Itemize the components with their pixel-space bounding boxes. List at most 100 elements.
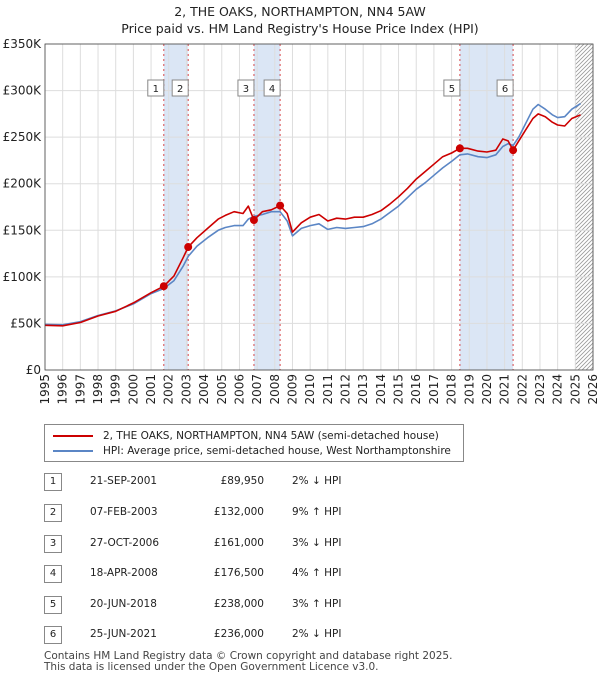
x-tick-label: 2000 bbox=[126, 374, 140, 405]
x-tick-label: 2011 bbox=[321, 374, 335, 405]
sale-label-box bbox=[443, 79, 461, 97]
x-tick-label: 2010 bbox=[303, 374, 317, 405]
x-tick-label: 2005 bbox=[215, 374, 229, 405]
sale-number-badge: 6 bbox=[44, 626, 62, 644]
table-row: 4 18-APR-2008 £176,500 4% ↑ HPI bbox=[44, 565, 464, 583]
table-row: 2 07-FEB-2003 £132,000 9% ↑ HPI bbox=[44, 504, 464, 522]
x-tick-label: 2006 bbox=[232, 374, 246, 405]
sale-hpi-diff: 2% ↓ HPI bbox=[292, 628, 342, 640]
sale-number-badge: 2 bbox=[44, 504, 62, 522]
x-tick-label: 2015 bbox=[392, 374, 406, 405]
x-tick-label: 2007 bbox=[250, 374, 264, 405]
sale-hpi-diff: 9% ↑ HPI bbox=[292, 506, 342, 518]
x-tick-label: 2013 bbox=[356, 374, 370, 405]
chart-legend: 2, THE OAKS, NORTHAMPTON, NN4 5AW (semi-… bbox=[44, 424, 464, 462]
sale-point bbox=[276, 201, 285, 210]
plot-frame bbox=[44, 43, 594, 371]
sale-label-box bbox=[496, 79, 514, 97]
sale-label-number: 6 bbox=[502, 84, 508, 95]
y-tick-label: £150K bbox=[3, 223, 43, 237]
x-tick-label: 1998 bbox=[91, 374, 105, 405]
sale-number-badge: 1 bbox=[44, 473, 62, 491]
legend-label-price: 2, THE OAKS, NORTHAMPTON, NN4 5AW (semi-… bbox=[103, 430, 439, 442]
legend-item-hpi: HPI: Average price, semi-detached house,… bbox=[53, 444, 451, 458]
x-tick-label: 2016 bbox=[409, 374, 423, 405]
x-tick-label: 2024 bbox=[551, 374, 565, 405]
x-tick-label: 2020 bbox=[480, 374, 494, 405]
sale-point bbox=[184, 243, 193, 252]
sale-hpi-diff: 3% ↑ HPI bbox=[292, 598, 342, 610]
hpi-series-line bbox=[44, 102, 582, 326]
x-tick-label: 2004 bbox=[197, 374, 211, 405]
x-tick-label: 2019 bbox=[462, 374, 476, 405]
sale-period-shade bbox=[163, 44, 189, 370]
sale-label-box bbox=[147, 79, 165, 97]
footer-line1: Contains HM Land Registry data © Crown c… bbox=[44, 650, 453, 662]
y-tick-label: £200K bbox=[3, 177, 43, 191]
x-tick-label: 2014 bbox=[374, 374, 388, 405]
x-tick-label: 2026 bbox=[586, 374, 600, 405]
sale-date: 20-JUN-2018 bbox=[90, 598, 157, 610]
table-row: 5 20-JUN-2018 £238,000 3% ↑ HPI bbox=[44, 596, 464, 614]
sale-number-badge: 4 bbox=[44, 565, 62, 583]
sale-label-number: 1 bbox=[153, 84, 159, 95]
x-tick-label: 2012 bbox=[339, 374, 353, 405]
y-tick-label: £0 bbox=[26, 363, 41, 377]
legend-swatch-hpi bbox=[53, 450, 93, 452]
footer-line2: This data is licensed under the Open Gov… bbox=[44, 661, 379, 673]
sale-price: £176,500 bbox=[213, 567, 264, 579]
chart-title-line1: 2, THE OAKS, NORTHAMPTON, NN4 5AW bbox=[174, 4, 426, 19]
table-row: 1 21-SEP-2001 £89,950 2% ↓ HPI bbox=[44, 473, 464, 491]
sale-point bbox=[455, 144, 464, 153]
sale-label-box bbox=[263, 79, 281, 97]
sale-price: £161,000 bbox=[213, 537, 264, 549]
sale-hpi-diff: 2% ↓ HPI bbox=[292, 475, 342, 487]
sale-price: £89,950 bbox=[220, 475, 264, 487]
sale-price: £236,000 bbox=[213, 628, 264, 640]
y-tick-label: £350K bbox=[3, 37, 43, 51]
x-tick-label: 2002 bbox=[162, 374, 176, 405]
x-tick-label: 2022 bbox=[515, 374, 529, 405]
sale-date: 27-OCT-2006 bbox=[90, 537, 159, 549]
sale-date: 18-APR-2008 bbox=[90, 567, 158, 579]
chart-title: 2, THE OAKS, NORTHAMPTON, NN4 5AW Price … bbox=[0, 3, 600, 37]
sale-point bbox=[159, 282, 168, 291]
x-tick-label: 1999 bbox=[109, 374, 123, 405]
sale-date: 25-JUN-2021 bbox=[90, 628, 157, 640]
chart-title-line2: Price paid vs. HM Land Registry's House … bbox=[121, 21, 479, 36]
table-row: 6 25-JUN-2021 £236,000 2% ↓ HPI bbox=[44, 626, 464, 644]
sale-label-box bbox=[237, 79, 255, 97]
footer-notice: Contains HM Land Registry data © Crown c… bbox=[44, 651, 452, 673]
y-tick-label: £300K bbox=[3, 84, 43, 98]
projection-hatch bbox=[575, 44, 593, 370]
sale-date: 07-FEB-2003 bbox=[90, 506, 158, 518]
x-tick-label: 2018 bbox=[445, 374, 459, 405]
sale-label-number: 5 bbox=[449, 84, 455, 95]
sale-hpi-diff: 4% ↑ HPI bbox=[292, 567, 342, 579]
sale-point bbox=[509, 146, 518, 155]
x-tick-label: 1997 bbox=[73, 374, 87, 405]
sale-number-badge: 3 bbox=[44, 535, 62, 553]
chart-canvas: 1 2 3 4 5 6 £0 £50K £100K £150K £200K £250K £300K £35… bbox=[3, 37, 600, 405]
x-tick-label: 1996 bbox=[56, 374, 70, 405]
x-tick-label: 2025 bbox=[568, 374, 582, 405]
x-tick-label: 2009 bbox=[285, 374, 299, 405]
legend-item-price: 2, THE OAKS, NORTHAMPTON, NN4 5AW (semi-… bbox=[53, 429, 439, 443]
sale-label-number: 4 bbox=[269, 84, 275, 95]
x-tick-label: 2003 bbox=[179, 374, 193, 405]
x-tick-label: 2023 bbox=[533, 374, 547, 405]
x-tick-label: 2008 bbox=[268, 374, 282, 405]
table-row: 3 27-OCT-2006 £161,000 3% ↓ HPI bbox=[44, 535, 464, 553]
x-tick-label: 2001 bbox=[144, 374, 158, 405]
y-tick-label: £50K bbox=[10, 316, 42, 330]
sale-label-box bbox=[171, 79, 189, 97]
sale-hpi-diff: 3% ↓ HPI bbox=[292, 537, 342, 549]
legend-swatch-price bbox=[53, 435, 93, 437]
sale-label-number: 3 bbox=[243, 84, 249, 95]
x-tick-label: 2021 bbox=[498, 374, 512, 405]
sale-price: £238,000 bbox=[213, 598, 264, 610]
x-tick-label: 2017 bbox=[427, 374, 441, 405]
sale-number-badge: 5 bbox=[44, 596, 62, 614]
x-tick-label: 1995 bbox=[38, 374, 52, 405]
sale-point bbox=[249, 216, 258, 225]
